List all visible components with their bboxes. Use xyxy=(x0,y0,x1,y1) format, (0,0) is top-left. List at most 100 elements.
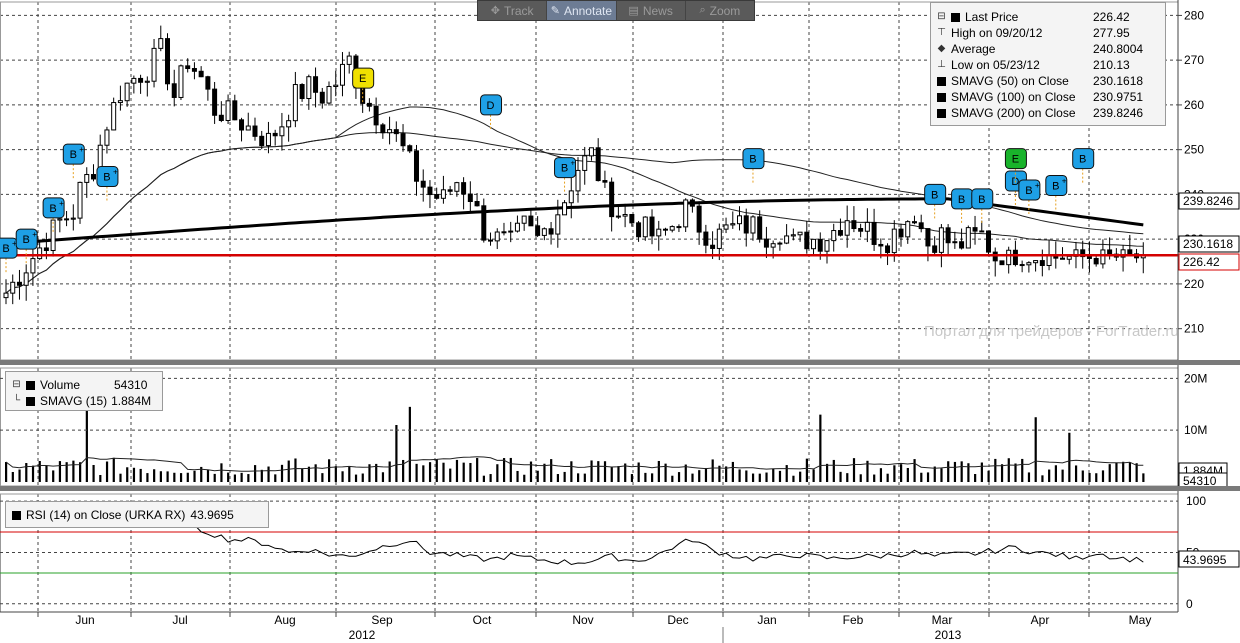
volume-bar xyxy=(886,473,889,482)
price-tag-label: 230.1618 xyxy=(1183,237,1233,251)
news-button[interactable]: ▤ News xyxy=(617,1,686,20)
event-flag[interactable]: B + xyxy=(0,237,18,275)
candle-body xyxy=(797,231,803,236)
candle-body xyxy=(757,216,763,240)
volume-bar xyxy=(718,465,721,482)
candle xyxy=(750,215,756,241)
event-flag[interactable]: B xyxy=(924,183,947,221)
track-button[interactable]: ✥ Track xyxy=(478,1,548,20)
candle-body xyxy=(1006,249,1012,266)
candle xyxy=(945,224,951,255)
flag-label: B xyxy=(103,172,110,184)
volume-bar xyxy=(334,466,337,482)
volume-bar xyxy=(1000,464,1004,482)
event-flag[interactable]: E xyxy=(1004,148,1027,185)
volume-bar xyxy=(516,470,519,482)
flag-sup: + xyxy=(113,168,118,177)
month-label: Sep xyxy=(371,613,393,627)
collapse-icon[interactable]: ⊟ xyxy=(12,379,21,390)
candle xyxy=(898,223,904,247)
candle xyxy=(225,94,231,124)
candle xyxy=(837,218,843,237)
legend-row-sma50: SMAVG (50) on Close 230.1618 xyxy=(935,73,1161,89)
volume-legend[interactable]: ⊟ Volume 54310 └ SMAVG (15) 1.884M xyxy=(5,371,163,411)
volume-bar xyxy=(906,467,909,482)
panel-dividers[interactable] xyxy=(0,360,1240,491)
candle xyxy=(568,177,574,219)
event-flag[interactable]: B + xyxy=(15,228,38,266)
candle xyxy=(77,181,83,224)
candle-body xyxy=(609,181,615,218)
candle-body xyxy=(23,272,29,286)
candle-body xyxy=(461,182,467,195)
candle xyxy=(117,85,123,111)
zoom-button[interactable]: ⌕ Zoom xyxy=(699,3,741,18)
candle-body xyxy=(575,169,581,192)
candle xyxy=(494,228,500,250)
volume-bar xyxy=(1081,470,1084,482)
volume-sma-line xyxy=(5,456,1144,472)
candle xyxy=(1140,242,1146,274)
volume-bar xyxy=(1068,432,1071,482)
candle xyxy=(319,87,325,109)
candle-body xyxy=(259,135,265,147)
price-legend[interactable]: ⊟ Last Price 226.42 ⊤ High on 09/20/12 2… xyxy=(930,2,1166,126)
candle-body xyxy=(817,238,823,252)
flag-label: D xyxy=(487,100,495,112)
volume-bar xyxy=(92,464,95,482)
event-flag[interactable]: B + xyxy=(1018,179,1041,216)
candle-body xyxy=(16,281,22,286)
candle-body xyxy=(804,231,810,250)
event-flag[interactable]: B + xyxy=(42,197,65,234)
candle xyxy=(279,112,285,151)
volume-bar xyxy=(967,463,970,482)
event-flags[interactable]: B+B+B+B+B+EDB+BBBBDB+B+EB xyxy=(0,67,1095,275)
event-flag[interactable]: D xyxy=(480,94,503,131)
volume-bar xyxy=(166,471,169,482)
flag-badge xyxy=(62,143,85,165)
price-tick-label: 260 xyxy=(1184,98,1204,112)
panel-divider[interactable] xyxy=(0,360,1240,365)
volume-bar xyxy=(839,471,842,482)
flag-badge xyxy=(352,67,375,89)
event-flag[interactable]: B + xyxy=(1045,174,1068,212)
month-label: Nov xyxy=(572,613,593,627)
event-flag[interactable]: B + xyxy=(96,166,119,203)
event-flag[interactable]: B xyxy=(742,148,765,185)
volume-bar xyxy=(624,463,627,482)
volume-bar xyxy=(630,474,634,482)
event-flag[interactable]: B xyxy=(951,188,974,225)
candle xyxy=(138,74,144,94)
volume-bar xyxy=(920,472,923,482)
rsi-legend[interactable]: RSI (14) on Close (URKA RX) 43.9695 xyxy=(5,501,269,528)
event-flag[interactable]: B + xyxy=(62,143,85,181)
candle-body xyxy=(1066,255,1072,260)
candle-body xyxy=(43,247,49,251)
annotate-button[interactable]: ✎ Annotate xyxy=(547,1,617,20)
volume-bar xyxy=(294,458,297,482)
price-tag xyxy=(1178,253,1240,271)
volume-bar xyxy=(704,467,708,482)
volume-sma-swatch xyxy=(26,396,35,406)
event-flag[interactable]: B + xyxy=(554,157,577,194)
candle xyxy=(272,129,278,146)
candle-body xyxy=(272,132,278,137)
flag-label: B xyxy=(1079,154,1086,166)
panel-divider[interactable] xyxy=(0,486,1240,491)
collapse-icon[interactable]: ⊟ xyxy=(937,11,946,22)
volume-bar xyxy=(193,470,196,482)
event-flag[interactable]: B xyxy=(1072,148,1095,185)
candle-body xyxy=(932,245,938,253)
candle-body xyxy=(885,245,891,254)
candle xyxy=(306,74,312,110)
volume-bar xyxy=(738,469,741,482)
candle-body xyxy=(1012,249,1018,266)
candle-body xyxy=(111,102,117,131)
month-label: Oct xyxy=(473,613,492,627)
event-flag[interactable]: B xyxy=(971,188,994,225)
candle xyxy=(763,226,769,258)
volume-bar xyxy=(1122,461,1125,482)
volume-bar xyxy=(65,462,68,482)
event-flag[interactable]: E xyxy=(352,67,375,105)
candle xyxy=(1120,244,1126,272)
